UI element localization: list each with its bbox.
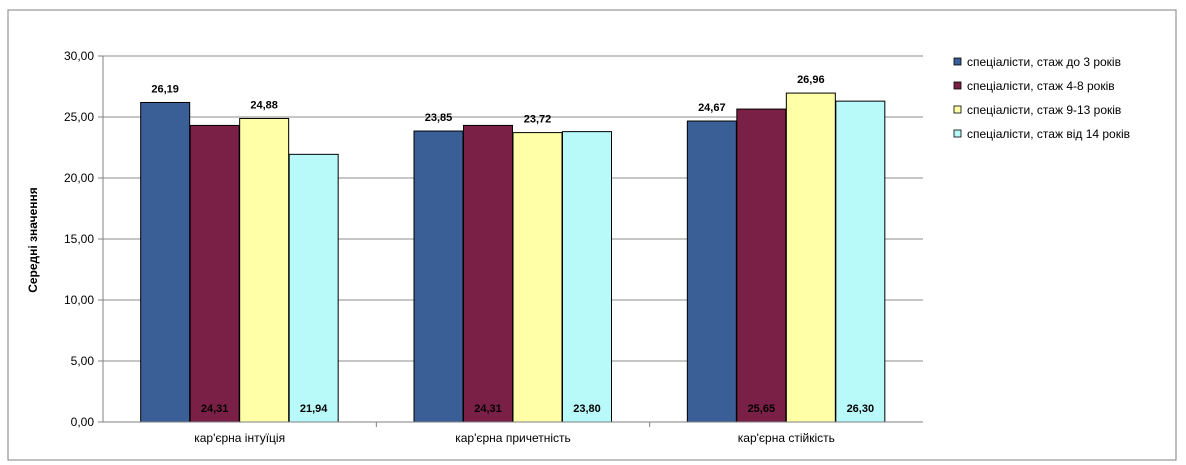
bars xyxy=(140,92,886,423)
data-label: 24,88 xyxy=(250,99,278,111)
bar xyxy=(140,101,191,423)
bar xyxy=(288,153,339,423)
y-tick-label: 5,00 xyxy=(71,354,95,368)
y-tick-label: 10,00 xyxy=(64,293,94,307)
data-label: 26,30 xyxy=(847,403,875,415)
bar xyxy=(785,92,836,423)
y-tick-label: 0,00 xyxy=(71,415,95,429)
legend-swatch xyxy=(953,81,962,90)
x-category-label: кар'єрна інтуїція xyxy=(194,431,285,445)
legend-label: спеціалісти, стаж 9-13 років xyxy=(967,103,1121,117)
bar xyxy=(189,124,240,423)
data-label: 24,31 xyxy=(201,403,229,415)
data-label: 26,96 xyxy=(797,74,825,86)
y-tick-label: 25,00 xyxy=(64,110,94,124)
y-axis-title: Середні значення xyxy=(26,187,40,293)
bar xyxy=(239,117,290,423)
bar xyxy=(512,132,563,423)
data-label: 23,80 xyxy=(573,403,601,415)
x-category-label: кар'єрна стійкість xyxy=(738,431,835,445)
data-label: 23,72 xyxy=(524,114,552,126)
legend: спеціалісти, стаж до 3 років спеціалісти,… xyxy=(953,55,1130,141)
data-label: 25,65 xyxy=(748,403,776,415)
bar xyxy=(413,130,464,423)
legend-label: спеціалісти, стаж до 3 років xyxy=(967,55,1121,69)
data-labels: 26,19 24,31 24,88 21,94 23,85 24,31 23,72 23,80… xyxy=(151,74,874,415)
axes: 0,00 5,00 10,00 15,00 20,00 25,00 30,00 кар'єрн… xyxy=(64,49,923,445)
y-tick-label: 15,00 xyxy=(64,232,94,246)
data-label: 24,67 xyxy=(698,102,726,114)
bar xyxy=(463,124,513,423)
data-label: 21,94 xyxy=(300,403,328,415)
legend-label: спеціалісти, стаж 4-8 років xyxy=(967,79,1115,93)
y-tick-label: 20,00 xyxy=(64,171,94,185)
bar xyxy=(736,108,787,423)
data-label: 26,19 xyxy=(151,83,179,95)
legend-swatch xyxy=(953,57,962,66)
bar xyxy=(835,100,886,423)
x-category-label: кар'єрна причетність xyxy=(455,431,571,445)
data-label: 24,31 xyxy=(474,403,502,415)
data-label: 23,85 xyxy=(425,112,453,124)
bar xyxy=(562,131,612,423)
y-tick-label: 30,00 xyxy=(64,49,94,63)
legend-label: спеціалісти, стаж від 14 років xyxy=(967,127,1130,141)
legend-swatch xyxy=(953,129,962,138)
legend-swatch xyxy=(953,105,962,114)
bar xyxy=(686,120,737,423)
